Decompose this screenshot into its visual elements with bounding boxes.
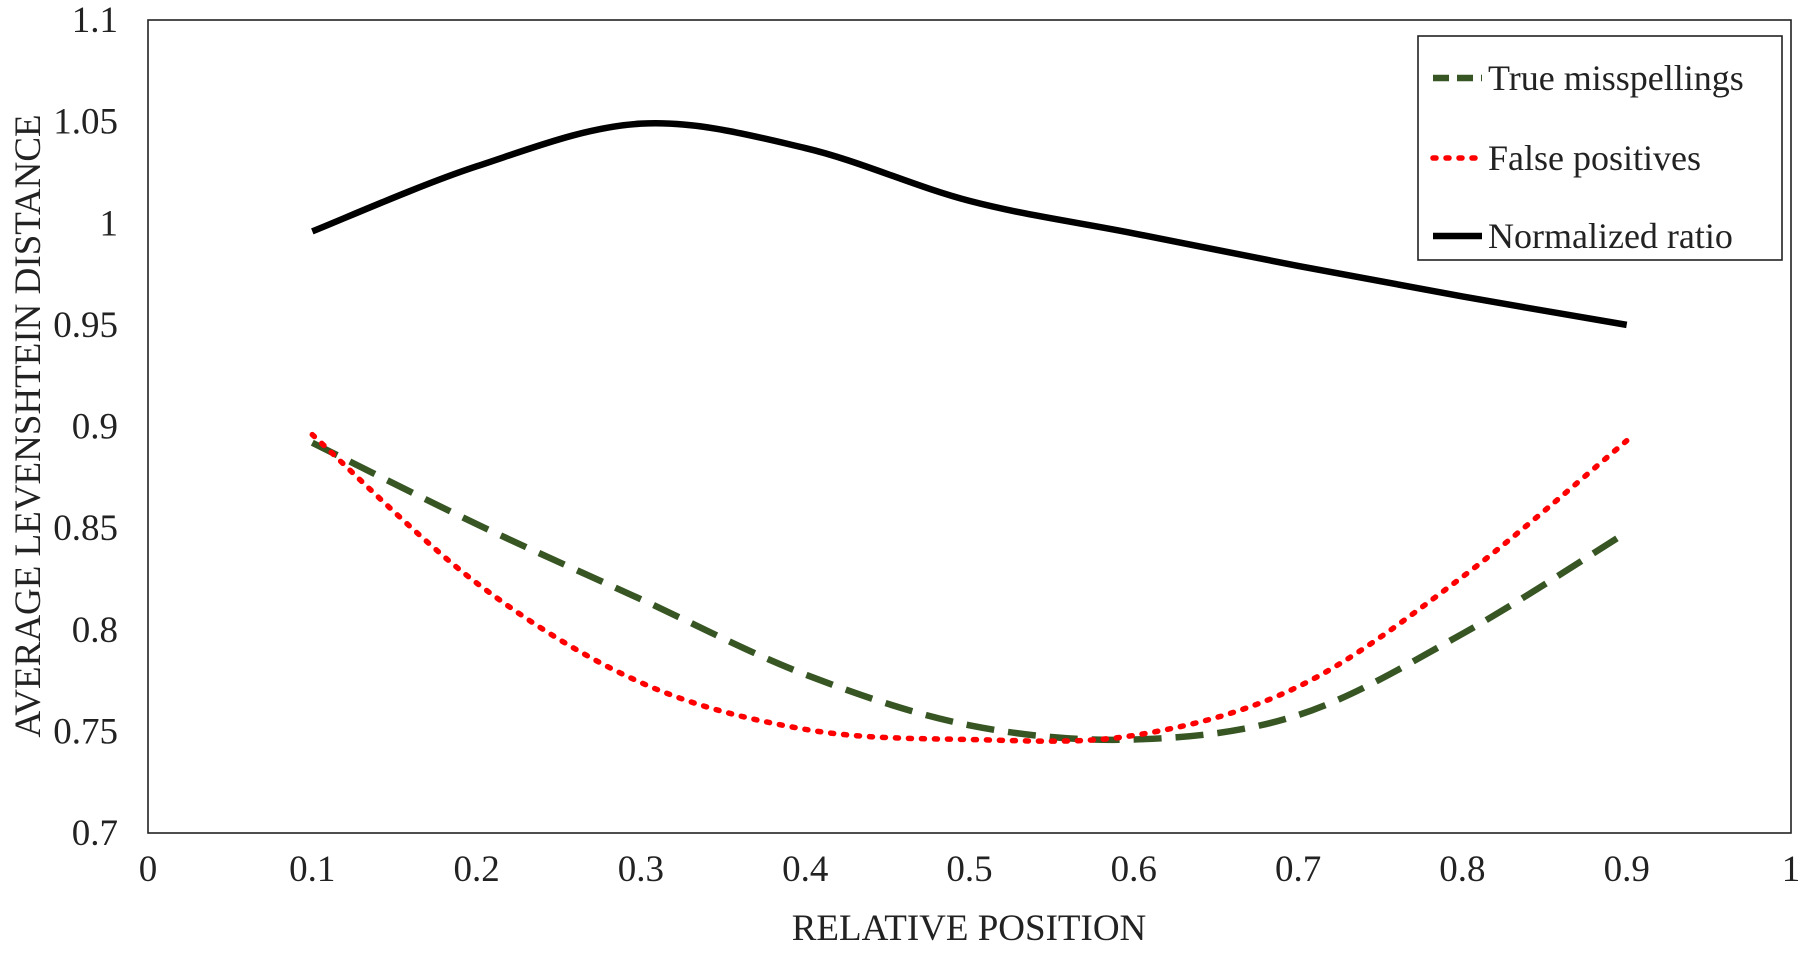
- x-tick-label: 0.3: [618, 849, 664, 890]
- x-tick-label: 0.4: [782, 849, 828, 890]
- legend-box: [1417, 35, 1783, 261]
- x-tick-label: 0.6: [1111, 849, 1157, 890]
- series-line-false-positives: [309, 431, 1630, 744]
- x-tick-label: 0.2: [453, 849, 499, 890]
- series-line-true-misspellings: [310, 439, 1629, 744]
- y-tick-label: 0.75: [53, 711, 118, 752]
- y-tick-label: 1.05: [53, 102, 118, 143]
- x-tick-label: 0.1: [289, 849, 335, 890]
- y-tick-label: 1: [100, 203, 119, 244]
- y-tick-label: 0.95: [53, 305, 118, 346]
- x-tick-label: 0.7: [1275, 849, 1321, 890]
- legend-label: Normalized ratio: [1488, 216, 1733, 256]
- legend: True misspellings False positives Normaliz…: [1417, 35, 1783, 261]
- y-tick-label: 0.7: [72, 813, 118, 854]
- series-line-normalized-ratio: [311, 120, 1628, 329]
- y-tick-label: 0.9: [72, 407, 118, 448]
- x-tick-label: 0: [139, 849, 158, 890]
- y-axis-ticks: 0.7 0.75 0.8 0.85 0.9 0.95 1 1.05 1.1: [53, 0, 118, 854]
- plot-area-frame: [147, 19, 1792, 834]
- series-layer: [309, 120, 1630, 744]
- x-tick-label: 0.8: [1439, 849, 1485, 890]
- y-tick-label: 0.85: [53, 508, 118, 549]
- y-tick-label: 1.1: [72, 0, 118, 41]
- legend-label: True misspellings: [1488, 58, 1744, 98]
- x-axis-title: RELATIVE POSITION: [792, 908, 1147, 949]
- x-axis-ticks: 0 0.1 0.2 0.3 0.4 0.5 0.6 0.7 0.8 0.9 1: [139, 849, 1801, 890]
- x-tick-label: 0.9: [1604, 849, 1650, 890]
- legend-label: False positives: [1488, 138, 1701, 178]
- x-tick-label: 0.5: [946, 849, 992, 890]
- x-tick-label: 1: [1782, 849, 1801, 890]
- y-tick-label: 0.8: [72, 610, 118, 651]
- y-axis-title: AVERAGE LEVENSHTEIN DISTANCE: [8, 114, 49, 737]
- legend-items: True misspellings False positives Normaliz…: [1430, 58, 1744, 256]
